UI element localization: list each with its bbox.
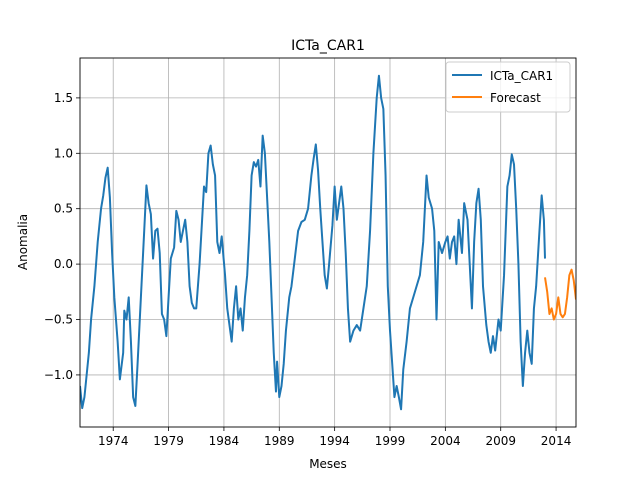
x-tick-label: 1979 [153, 434, 184, 448]
y-tick-label: −0.5 [44, 313, 73, 327]
legend-label-icta-car1: ICTa_CAR1 [490, 69, 553, 83]
x-tick-label: 1974 [98, 434, 129, 448]
grid-lines [80, 58, 576, 427]
x-tick-label: 2014 [541, 434, 572, 448]
chart-title: ICTa_CAR1 [291, 38, 365, 54]
series-line-forecast [544, 268, 576, 321]
y-axis: −1.0 −0.5 0.0 0.5 1.0 1.5 [44, 91, 80, 382]
y-tick-label: 0.5 [54, 202, 73, 216]
legend: ICTa_CAR1 Forecast [445, 61, 571, 113]
legend-label-forecast: Forecast [490, 91, 541, 105]
x-tick-label: 1999 [375, 434, 406, 448]
x-tick-label: 1984 [209, 434, 240, 448]
plot-frame [79, 57, 577, 428]
y-tick-label: 1.5 [54, 91, 73, 105]
x-tick-label: 1989 [264, 434, 295, 448]
y-tick-label: 0.0 [54, 257, 73, 271]
x-tick-label: 2004 [430, 434, 461, 448]
y-axis-label: Anomalia [16, 214, 30, 270]
y-tick-label: 1.0 [54, 146, 73, 160]
series-line-icta-car1 [80, 74, 546, 411]
x-tick-label: 2009 [485, 434, 516, 448]
x-axis: 1974 1979 1984 1989 1994 1999 2004 2009 2014 [98, 427, 571, 448]
x-axis-label: Meses [309, 457, 347, 471]
x-tick-label: 1994 [319, 434, 350, 448]
y-tick-label: −1.0 [44, 368, 73, 382]
series-layer [80, 74, 576, 411]
